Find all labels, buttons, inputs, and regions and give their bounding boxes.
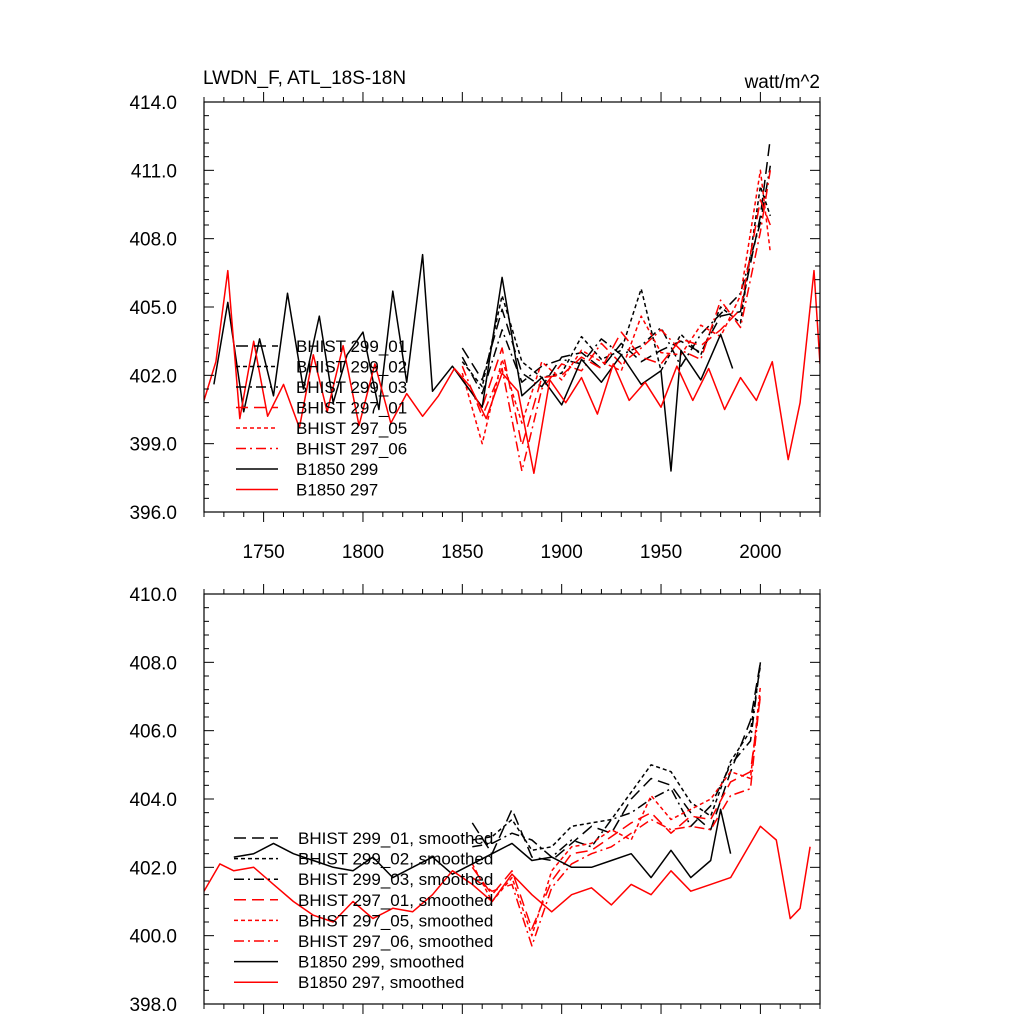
- bottom-legend: BHIST 299_01, smoothed BHIST 299_02, smoo…: [234, 829, 493, 992]
- top-legend-label-7: B1850 299: [296, 460, 378, 479]
- bottom-panel-plot: 398.0 400.0 402.0 404.0 406.0 408.0 410.0 BHIST…: [129, 584, 821, 1016]
- bottom-legend-label-1: BHIST 299_01, smoothed: [298, 829, 493, 848]
- top-ytick-label: 396.0: [129, 503, 177, 524]
- bottom-legend-label-2: BHIST 299_02, smoothed: [298, 850, 493, 869]
- top-series-line-6: [461, 170, 772, 472]
- top-ytick-label: 411.0: [131, 161, 177, 182]
- bottom-series-line-4: [471, 696, 762, 930]
- bottom-legend-label-5: BHIST 297_05, smoothed: [298, 911, 493, 930]
- bottom-series-line-7: [233, 808, 732, 879]
- bottom-ytick-label: 404.0: [129, 790, 177, 811]
- bottom-series-line-8: [204, 825, 811, 923]
- bottom-series-line-5: [471, 686, 762, 937]
- top-xtick-label: 1800: [342, 542, 384, 563]
- top-series-line-5: [461, 169, 772, 445]
- bottom-ytick-label: 400.0: [129, 927, 177, 948]
- top-series-group: [204, 138, 820, 475]
- top-ytick-label: 402.0: [129, 366, 177, 387]
- top-ytick-label: 408.0: [129, 230, 177, 251]
- top-xtick-label: 1900: [541, 542, 583, 563]
- bottom-ytick-label: 398.0: [129, 995, 177, 1016]
- bottom-series-line-1: [471, 662, 762, 862]
- top-series-line-7: [213, 253, 734, 472]
- top-legend-label-2: BHIST 299_02: [296, 358, 407, 377]
- top-legend-label-4: BHIST 297_01: [296, 399, 407, 418]
- bottom-ytick-label: 402.0: [129, 858, 177, 879]
- bottom-ytick-label: 410.0: [129, 585, 177, 606]
- bottom-series-group: [204, 662, 811, 947]
- top-xtick-label: 1750: [242, 542, 284, 563]
- bottom-ytick-label: 408.0: [129, 653, 177, 674]
- top-series-line-4: [461, 199, 771, 447]
- top-legend-label-3: BHIST 299_03: [296, 378, 407, 397]
- top-legend-label-1: BHIST 299_01: [296, 337, 407, 356]
- top-panel-title: LWDN_F, ATL_18S-18N: [203, 68, 406, 89]
- bottom-legend-label-6: BHIST 297_06, smoothed: [298, 932, 493, 951]
- top-legend-label-5: BHIST 297_05: [296, 419, 407, 438]
- top-ytick-label: 414.0: [129, 93, 177, 114]
- bottom-series-line-3: [472, 662, 762, 858]
- top-panel-plot: 396.0 399.0 402.0 405.0 408.0 411.0 414.0 1750 1…: [129, 92, 821, 563]
- bottom-ytick-label: 406.0: [129, 722, 177, 743]
- top-ytick-label: 405.0: [129, 298, 177, 319]
- bottom-legend-label-8: B1850 297, smoothed: [298, 973, 464, 992]
- top-series-line-8: [204, 269, 820, 475]
- top-ytick-label: 399.0: [129, 435, 177, 456]
- bottom-legend-label-7: B1850 299, smoothed: [298, 953, 464, 972]
- top-legend-label-8: B1850 297: [296, 481, 378, 500]
- top-legend-label-6: BHIST 297_06: [296, 440, 407, 459]
- bottom-legend-label-4: BHIST 297_01, smoothed: [298, 891, 493, 910]
- top-panel-units: watt/m^2: [744, 72, 820, 93]
- top-xtick-label: 1950: [640, 542, 682, 563]
- top-xtick-label: 1850: [441, 542, 483, 563]
- top-series-line-2: [461, 185, 772, 388]
- bottom-legend-label-3: BHIST 299_03, smoothed: [298, 870, 493, 889]
- top-xtick-label: 2000: [739, 542, 781, 563]
- bottom-series-line-2: [472, 665, 762, 852]
